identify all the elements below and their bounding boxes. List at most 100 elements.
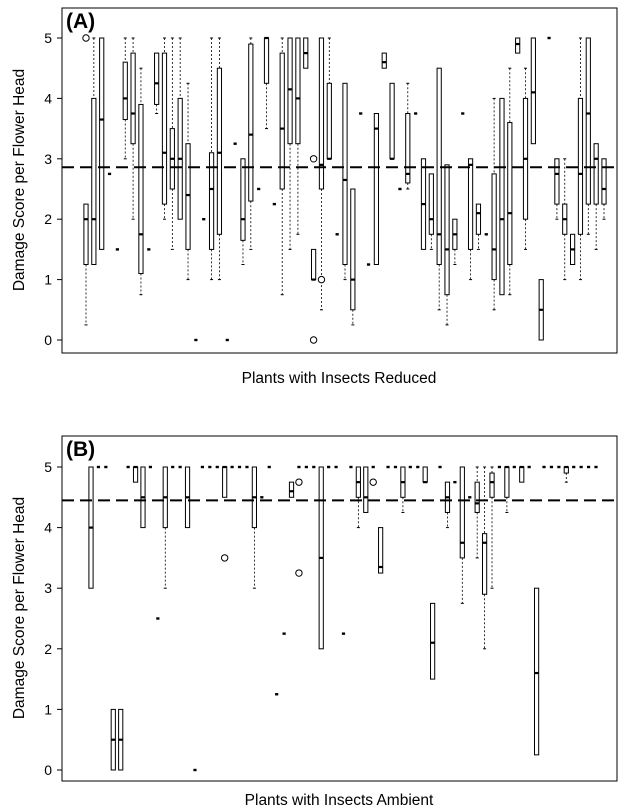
box-iqr xyxy=(593,143,599,205)
box-iqr xyxy=(99,37,105,250)
box-iqr xyxy=(240,158,246,241)
box-iqr xyxy=(138,103,144,275)
box-1 xyxy=(82,34,90,326)
box-39 xyxy=(381,52,387,69)
box-14 xyxy=(184,466,191,529)
box-55 xyxy=(489,466,495,589)
box-62 xyxy=(562,158,568,281)
outlier-point xyxy=(309,336,318,344)
y-tick-label: 3 xyxy=(44,151,52,167)
box-54 xyxy=(499,97,505,296)
box-iqr xyxy=(154,52,160,105)
box-13 xyxy=(177,37,183,220)
y-tick-label: 0 xyxy=(44,332,52,348)
box-17 xyxy=(208,37,215,281)
box-14 xyxy=(185,82,191,281)
box-iqr xyxy=(185,143,191,250)
box-iqr xyxy=(342,82,348,265)
box-58 xyxy=(530,37,536,145)
box-iqr xyxy=(499,97,505,296)
box-64 xyxy=(577,37,584,281)
box-iqr xyxy=(222,466,228,498)
box-iqr xyxy=(326,82,332,160)
y-tick-label: 1 xyxy=(44,701,52,717)
box-40 xyxy=(389,82,395,160)
box-29 xyxy=(303,37,309,69)
box-21 xyxy=(240,158,246,265)
box-iqr xyxy=(533,587,540,756)
box-65 xyxy=(585,37,591,235)
box-iqr xyxy=(601,158,607,205)
box-iqr xyxy=(491,173,497,281)
box-38 xyxy=(373,113,379,265)
outlier-point xyxy=(369,478,377,486)
box-iqr xyxy=(585,37,591,205)
box-26 xyxy=(279,37,285,296)
box-8 xyxy=(140,466,146,529)
box-iqr xyxy=(83,203,89,266)
y-tick-label: 4 xyxy=(44,90,52,106)
box-iqr xyxy=(519,466,525,483)
x-axis-title-a: Plants with Insects Reduced xyxy=(242,370,437,387)
boxes-b xyxy=(88,465,598,772)
box-10 xyxy=(154,52,160,114)
box-8 xyxy=(138,67,144,296)
box-7 xyxy=(130,37,136,220)
box-23 xyxy=(251,466,257,589)
box-iqr xyxy=(475,203,482,235)
box-18 xyxy=(216,37,223,281)
y-tick-label: 2 xyxy=(44,641,52,657)
plot-area-b xyxy=(61,435,618,782)
y-tick-label: 0 xyxy=(44,762,52,778)
box-57 xyxy=(504,465,510,513)
box-53 xyxy=(491,97,497,311)
outlier-point xyxy=(295,569,303,577)
box-iqr xyxy=(554,158,560,205)
box-6 xyxy=(122,37,128,160)
box-iqr xyxy=(577,97,584,235)
box-22 xyxy=(248,37,254,250)
box-iqr xyxy=(378,527,384,574)
box-39 xyxy=(369,465,377,486)
box-iqr xyxy=(130,52,136,145)
box-iqr xyxy=(122,61,128,121)
box-iqr xyxy=(287,37,293,145)
panel-label-a: (A) xyxy=(66,10,95,33)
x-axis-title-b: Plants with Insects Ambient xyxy=(245,792,434,809)
box-44 xyxy=(420,158,427,250)
box-56 xyxy=(515,37,521,54)
box-5 xyxy=(118,708,124,771)
box-53 xyxy=(474,466,480,559)
box-iqr xyxy=(373,113,379,265)
panel-label-b: (B) xyxy=(66,438,95,461)
y-axis-title-b: Damage Score per Flower Head xyxy=(11,497,28,719)
box-50 xyxy=(467,158,474,281)
box-iqr xyxy=(430,602,436,680)
box-29 xyxy=(295,465,303,577)
box-46 xyxy=(422,466,428,484)
y-tick-label: 4 xyxy=(44,520,52,536)
box-1 xyxy=(88,466,94,589)
box-iqr xyxy=(504,466,510,498)
box-iqr xyxy=(482,533,488,595)
box-35 xyxy=(350,188,356,326)
box-67 xyxy=(601,158,607,220)
y-axis-a: 0 1 2 3 4 5 xyxy=(44,30,62,348)
y-tick-label: 2 xyxy=(44,211,52,227)
box-iqr xyxy=(389,82,395,160)
box-iqr xyxy=(474,481,480,513)
y-axis-title-a: Damage Score per Flower Head xyxy=(11,69,28,291)
box-59 xyxy=(538,279,544,341)
box-28 xyxy=(295,37,301,235)
box-7 xyxy=(132,465,139,483)
box-63 xyxy=(570,233,576,266)
box-11 xyxy=(161,37,168,220)
box-51 xyxy=(475,203,482,250)
box-iqr xyxy=(467,158,474,250)
box-iqr xyxy=(279,52,285,190)
box-iqr xyxy=(428,173,434,235)
box-51 xyxy=(459,466,465,604)
box-iqr xyxy=(530,37,536,145)
